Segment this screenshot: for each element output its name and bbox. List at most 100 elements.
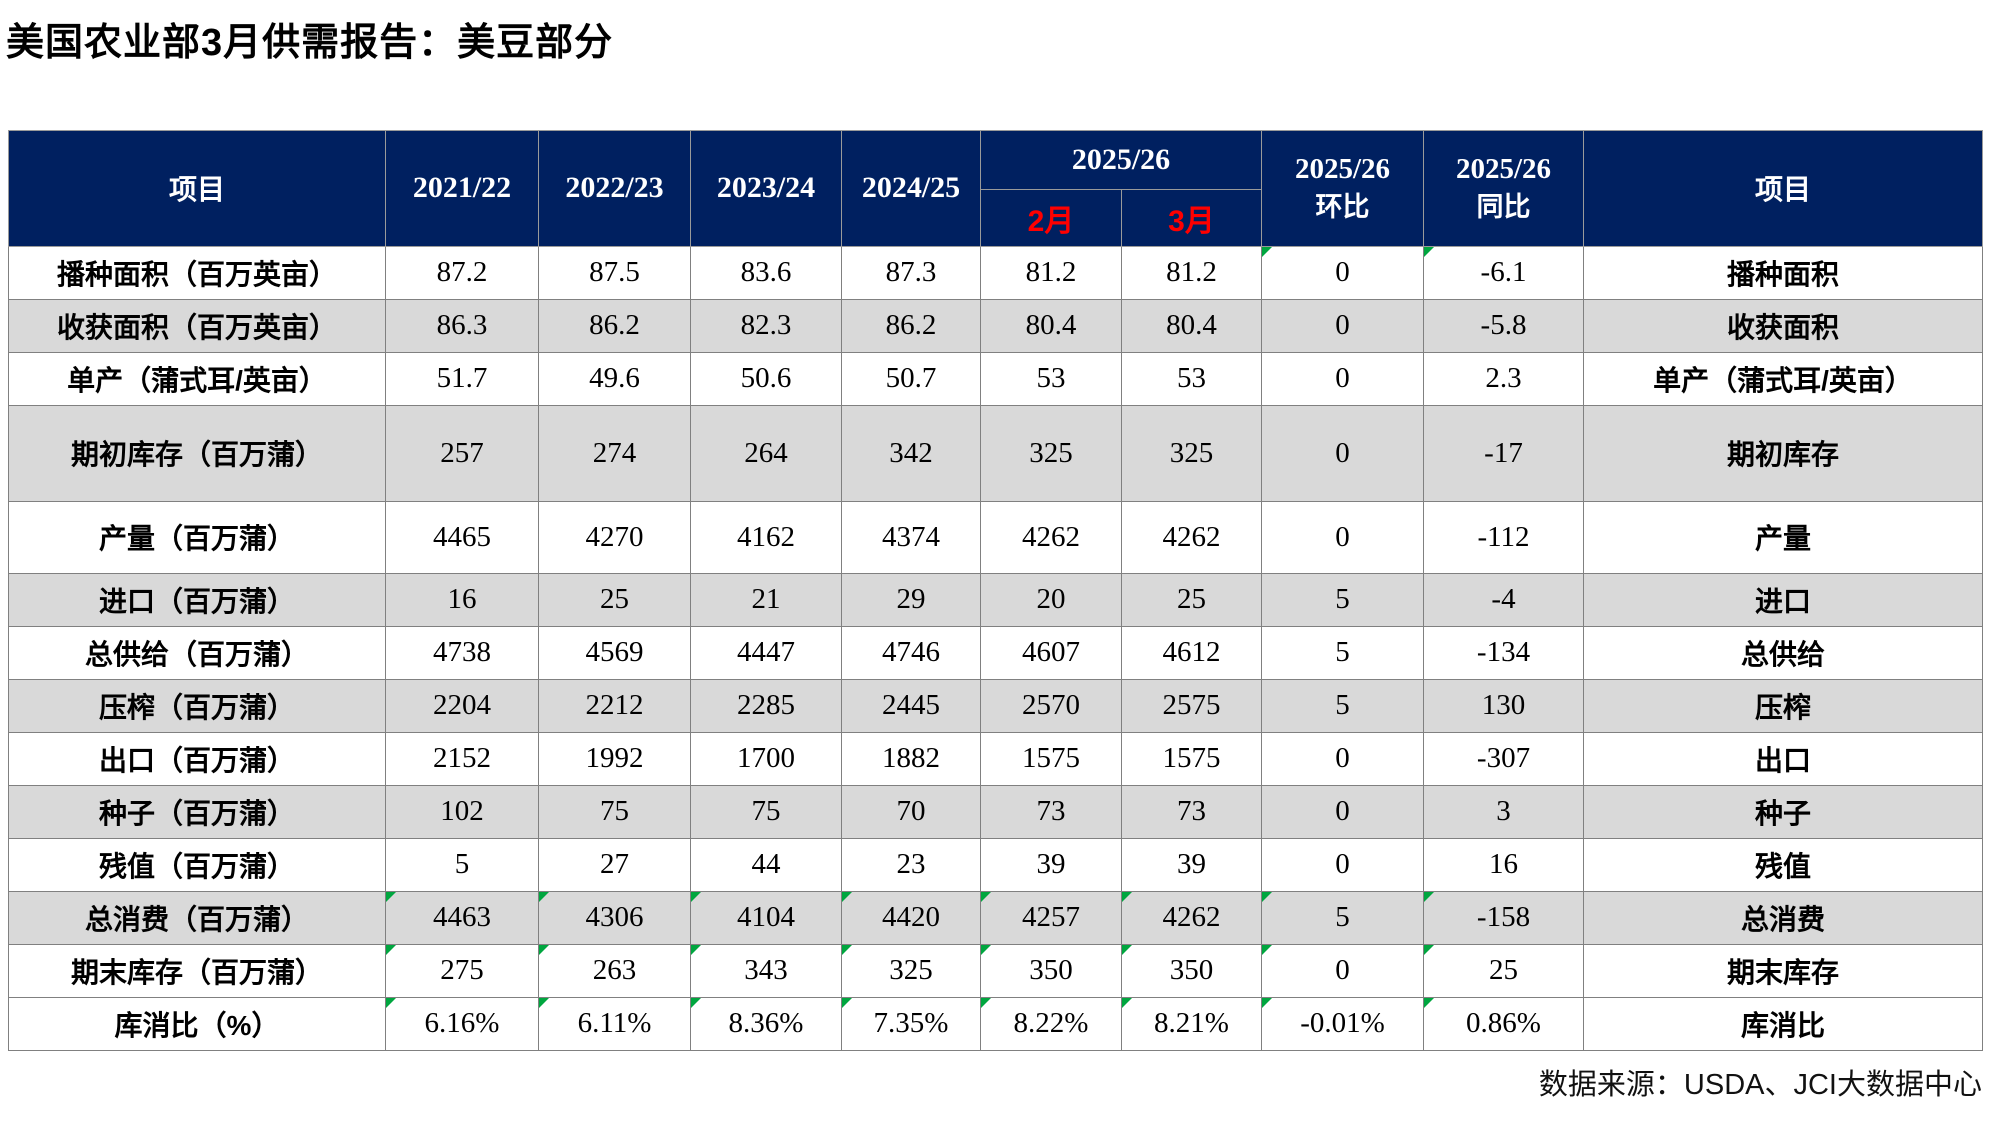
cell-mar: 4262 (1121, 500, 1262, 574)
cell-mar: 2575 (1121, 678, 1262, 733)
cell-mar: 350 (1121, 943, 1262, 998)
green-triangle-icon (981, 892, 991, 902)
cell-2022-23: 49.6 (538, 351, 691, 406)
cell-2022-23: 4569 (538, 625, 691, 680)
col-header-item-left: 项目 (8, 129, 386, 247)
cell-2022-23: 27 (538, 837, 691, 892)
cell-yoy: -17 (1423, 404, 1584, 502)
cell-feb: 4607 (980, 625, 1122, 680)
cell-yoy: 3 (1423, 784, 1584, 839)
cell-feb: 39 (980, 837, 1122, 892)
table-row: 进口（百万蒲） 16 25 21 29 20 25 5 -4 进口 (8, 572, 1983, 627)
cell-mom: -0.01% (1261, 996, 1424, 1051)
green-triangle-icon (981, 998, 991, 1008)
row-label-left: 库消比（%） (8, 996, 386, 1051)
col-header-2021-22: 2021/22 (385, 129, 539, 247)
cell-mom: 5 (1261, 572, 1424, 627)
col-header-item-right: 项目 (1583, 129, 1983, 247)
row-label-right: 残值 (1583, 837, 1983, 892)
cell-2021-22: 102 (385, 784, 539, 839)
row-label-left: 播种面积（百万英亩） (8, 245, 386, 300)
cell-2024-25: 325 (841, 943, 981, 998)
row-label-left: 种子（百万蒲） (8, 784, 386, 839)
cell-2024-25: 23 (841, 837, 981, 892)
cell-mar: 325 (1121, 404, 1262, 502)
table-row: 总消费（百万蒲） 4463 4306 4104 4420 4257 4262 5… (8, 890, 1983, 945)
table-row: 播种面积（百万英亩） 87.2 87.5 83.6 87.3 81.2 81.2… (8, 245, 1983, 300)
cell-mom: 0 (1261, 943, 1424, 998)
cell-2023-24: 83.6 (690, 245, 842, 300)
cell-2023-24: 264 (690, 404, 842, 502)
cell-2023-24: 50.6 (690, 351, 842, 406)
green-triangle-icon (1122, 998, 1132, 1008)
cell-2023-24: 4104 (690, 890, 842, 945)
cell-2022-23: 274 (538, 404, 691, 502)
green-triangle-icon (1262, 998, 1272, 1008)
cell-mar: 1575 (1121, 731, 1262, 786)
cell-2022-23: 1992 (538, 731, 691, 786)
cell-2024-25: 86.2 (841, 298, 981, 353)
page-title: 美国农业部3月供需报告：美豆部分 (6, 22, 614, 64)
cell-2024-25: 4420 (841, 890, 981, 945)
cell-2021-22: 4465 (385, 500, 539, 574)
row-label-right: 出口 (1583, 731, 1983, 786)
cell-yoy: -158 (1423, 890, 1584, 945)
cell-2024-25: 4374 (841, 500, 981, 574)
table-row: 压榨（百万蒲） 2204 2212 2285 2445 2570 2575 5 … (8, 678, 1983, 733)
cell-feb: 20 (980, 572, 1122, 627)
cell-2021-22: 4463 (385, 890, 539, 945)
cell-2021-22: 51.7 (385, 351, 539, 406)
cell-yoy: 130 (1423, 678, 1584, 733)
cell-2023-24: 343 (690, 943, 842, 998)
green-triangle-icon (539, 945, 549, 955)
green-triangle-icon (981, 945, 991, 955)
cell-mar: 81.2 (1121, 245, 1262, 300)
cell-yoy: -5.8 (1423, 298, 1584, 353)
cell-mom: 0 (1261, 500, 1424, 574)
table-row: 种子（百万蒲） 102 75 75 70 73 73 0 3 种子 (8, 784, 1983, 839)
row-label-left: 收获面积（百万英亩） (8, 298, 386, 353)
cell-mom: 0 (1261, 731, 1424, 786)
cell-mar: 25 (1121, 572, 1262, 627)
cell-mar: 80.4 (1121, 298, 1262, 353)
cell-2024-25: 1882 (841, 731, 981, 786)
row-label-right: 种子 (1583, 784, 1983, 839)
cell-mar: 73 (1121, 784, 1262, 839)
table-body: 播种面积（百万英亩） 87.2 87.5 83.6 87.3 81.2 81.2… (8, 245, 1983, 1051)
green-triangle-icon (386, 892, 396, 902)
cell-2022-23: 4306 (538, 890, 691, 945)
table-row: 残值（百万蒲） 5 27 44 23 39 39 0 16 残值 (8, 837, 1983, 892)
cell-2021-22: 257 (385, 404, 539, 502)
col-header-2025-26-group: 2025/26 (980, 129, 1262, 190)
cell-yoy: 25 (1423, 943, 1584, 998)
cell-2021-22: 87.2 (385, 245, 539, 300)
cell-2021-22: 6.16% (385, 996, 539, 1051)
cell-mar: 4262 (1121, 890, 1262, 945)
cell-feb: 2570 (980, 678, 1122, 733)
table-row: 出口（百万蒲） 2152 1992 1700 1882 1575 1575 0 … (8, 731, 1983, 786)
cell-mar: 8.21% (1121, 996, 1262, 1051)
cell-2023-24: 4162 (690, 500, 842, 574)
cell-2023-24: 75 (690, 784, 842, 839)
cell-2022-23: 2212 (538, 678, 691, 733)
col-header-2022-23: 2022/23 (538, 129, 691, 247)
green-triangle-icon (691, 998, 701, 1008)
row-label-right: 单产（蒲式耳/英亩） (1583, 351, 1983, 406)
row-label-right: 进口 (1583, 572, 1983, 627)
cell-2023-24: 8.36% (690, 996, 842, 1051)
table-row: 产量（百万蒲） 4465 4270 4162 4374 4262 4262 0 … (8, 500, 1983, 574)
cell-2024-25: 4746 (841, 625, 981, 680)
cell-mom: 0 (1261, 784, 1424, 839)
cell-2022-23: 87.5 (538, 245, 691, 300)
source-note: 数据来源：USDA、JCI大数据中心 (1538, 1068, 1982, 1101)
row-label-right: 库消比 (1583, 996, 1983, 1051)
cell-2023-24: 82.3 (690, 298, 842, 353)
cell-2024-25: 50.7 (841, 351, 981, 406)
cell-2021-22: 16 (385, 572, 539, 627)
mom-label: 环比 (1315, 192, 1370, 223)
col-header-feb: 2月 (980, 188, 1122, 247)
row-label-left: 单产（蒲式耳/英亩） (8, 351, 386, 406)
col-header-2024-25: 2024/25 (841, 129, 981, 247)
cell-2021-22: 86.3 (385, 298, 539, 353)
cell-2023-24: 4447 (690, 625, 842, 680)
